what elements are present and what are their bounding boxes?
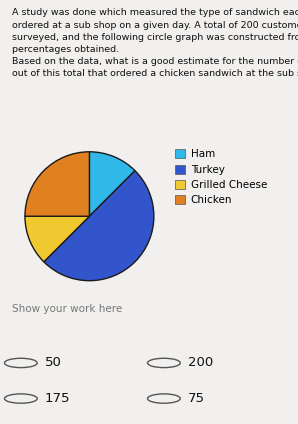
Wedge shape <box>89 152 135 216</box>
Wedge shape <box>44 171 154 281</box>
Legend: Ham, Turkey, Grilled Cheese, Chicken: Ham, Turkey, Grilled Cheese, Chicken <box>175 149 267 205</box>
Text: 175: 175 <box>45 392 70 405</box>
Text: Show your work here: Show your work here <box>12 304 122 314</box>
Text: A study was done which measured the type of sandwich each customer
ordered at a : A study was done which measured the type… <box>12 8 298 78</box>
Wedge shape <box>25 216 89 262</box>
Text: 50: 50 <box>45 357 62 369</box>
Text: 200: 200 <box>188 357 213 369</box>
Text: 75: 75 <box>188 392 205 405</box>
Wedge shape <box>25 152 89 216</box>
